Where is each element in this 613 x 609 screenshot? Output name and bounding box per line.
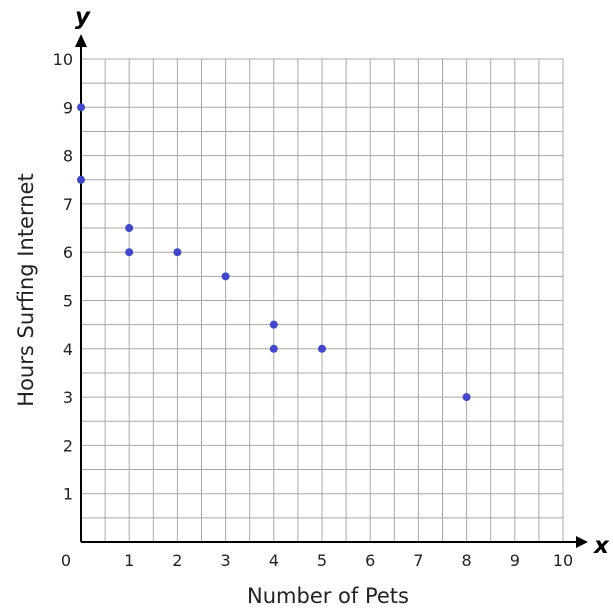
y-tick-label: 8 <box>63 147 73 166</box>
tick-labels: 1 2 3 4 5 6 7 8 9 10 1 2 3 4 5 6 7 8 9 10 <box>53 50 574 570</box>
x-tick-label: 4 <box>269 551 279 570</box>
x-tick-label: 8 <box>462 551 472 570</box>
x-tick-label: 2 <box>172 551 182 570</box>
data-point <box>125 224 134 233</box>
y-axis-letter: y <box>75 4 91 30</box>
data-point <box>318 344 326 353</box>
x-tick-label: 1 <box>124 551 134 570</box>
y-tick-label: 9 <box>63 98 73 117</box>
y-tick-label: 7 <box>63 195 73 214</box>
x-tick-label: 10 <box>553 551 573 570</box>
origin-label: 0 <box>61 551 71 570</box>
axes <box>75 34 588 548</box>
data-point <box>462 393 471 402</box>
data-point <box>221 272 230 281</box>
x-tick-label: 5 <box>317 551 327 570</box>
data-point <box>125 248 134 257</box>
x-tick-label: 7 <box>413 551 423 570</box>
y-tick-label: 1 <box>63 485 73 504</box>
x-tick-label: 3 <box>221 551 231 570</box>
x-tick-label: 9 <box>510 551 520 570</box>
y-tick-label: 10 <box>53 50 73 69</box>
x-axis-label: Number of Pets <box>247 584 409 608</box>
y-tick-label: 4 <box>63 340 73 359</box>
y-tick-label: 6 <box>63 243 73 262</box>
y-axis-label: Hours Surfing Internet <box>14 173 38 406</box>
x-axis-arrow-icon <box>576 536 588 548</box>
y-axis-arrow-icon <box>75 34 87 47</box>
y-tick-label: 5 <box>63 292 73 311</box>
x-tick-label: 6 <box>365 551 375 570</box>
data-point <box>269 320 278 329</box>
grid <box>81 58 564 542</box>
data-point <box>77 103 85 112</box>
data-points <box>77 103 471 402</box>
x-axis-letter: x <box>593 533 610 559</box>
data-point <box>269 344 278 353</box>
data-point <box>77 175 85 184</box>
data-point <box>173 248 182 257</box>
y-tick-label: 3 <box>63 388 73 407</box>
y-tick-label: 2 <box>63 436 73 455</box>
